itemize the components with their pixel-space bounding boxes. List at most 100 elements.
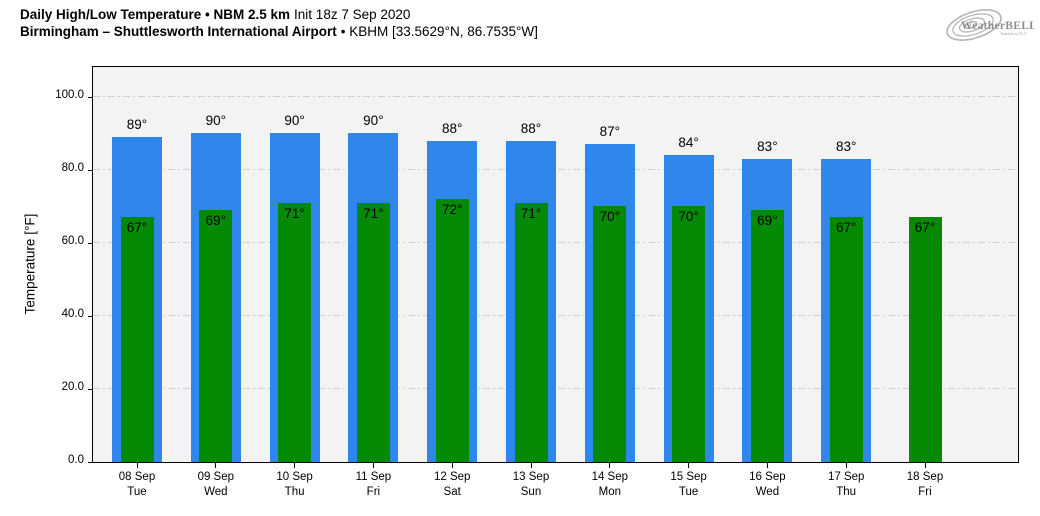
x-tick-day: Wed [755,486,780,498]
x-tick-mark [530,463,532,468]
low-value-label: 67° [126,220,148,236]
x-tick-date: 09 Sep [197,471,235,483]
x-tick-mark [136,463,138,468]
high-value-label: 90° [284,113,305,129]
x-tick-mark [688,463,690,468]
low-value-label: 70° [678,209,699,225]
y-tick-mark [88,169,93,171]
low-value-label: 71° [284,205,305,221]
low-value-label: 69° [205,213,226,229]
chart-title: Daily High/Low Temperature • NBM 2.5 km I… [20,7,538,24]
x-tick-label: 09 Sep Wed [171,470,261,500]
x-tick-day: Sun [520,486,542,498]
chart-subtitle-station: • KBHM [33.5629°N, 86.7535°W] [340,23,538,39]
high-value-label: 88° [520,120,542,136]
x-tick-label: 14 Sep Mon [565,470,655,500]
x-tick-day: Thu [836,486,857,498]
high-value-label: 83° [757,139,778,154]
x-tick-label: 18 Sep Fri [880,470,970,500]
x-tick-date: 10 Sep [276,471,313,483]
chart-header: Daily High/Low Temperature • NBM 2.5 km I… [20,7,538,40]
x-tick-date: 13 Sep [512,471,550,483]
x-tick-label: 12 Sep Sat [407,470,497,500]
chart-subtitle: Birmingham – Shuttlesworth International… [20,24,538,41]
y-tick-label: 0.0 [68,454,84,466]
y-tick-mark [88,315,93,317]
low-bar [593,206,627,462]
low-bar [435,199,469,462]
x-tick-day: Fri [366,486,381,498]
low-value-label: 72° [441,202,463,218]
x-tick-day: Thu [284,486,305,498]
x-tick-mark [766,463,768,468]
low-value-label: 71° [363,205,384,221]
x-tick-day: Wed [204,486,228,498]
low-value-label: 67° [914,220,936,236]
x-tick-date: 11 Sep [355,471,392,483]
weatherbell-logo: WeatherBELL Analytics LLC [946,9,1034,41]
x-tick-mark [294,463,296,468]
x-tick-date: 15 Sep [670,471,707,483]
chart-title-init: Init 18z 7 Sep 2020 [294,7,411,22]
low-bar [829,217,863,462]
low-bar [908,217,942,462]
x-tick-date: 08 Sep [118,471,156,483]
x-tick-mark [215,463,217,468]
logo-subtext: Analytics LLC [1000,31,1027,36]
high-value-label: 88° [441,120,463,136]
x-tick-label: 08 Sep Tue [92,470,182,500]
x-tick-day: Tue [127,486,147,498]
x-tick-mark [924,463,926,468]
y-tick-label: 100.0 [55,88,84,101]
high-value-label: 90° [363,113,384,129]
x-tick-mark [609,463,611,468]
y-tick-mark [88,96,93,98]
x-tick-label: 15 Sep Tue [644,470,734,500]
x-tick-mark [372,463,374,468]
x-tick-label: 10 Sep Thu [250,470,340,500]
high-value-label: 87° [599,124,620,140]
high-value-label: 84° [678,135,699,151]
high-value-label: 89° [126,117,148,133]
low-value-label: 69° [757,213,778,229]
y-tick-label: 20.0 [61,380,84,393]
low-bar [356,202,390,462]
x-tick-label: 11 Sep Fri [328,470,418,500]
x-tick-day: Tue [678,486,699,498]
x-tick-date: 12 Sep [433,471,471,483]
x-tick-day: Mon [598,486,621,498]
low-bar [514,202,548,462]
x-tick-date: 14 Sep [591,471,629,483]
x-tick-mark [451,463,453,468]
high-value-label: 90° [205,113,226,129]
y-axis-title: Temperature [°F] [22,213,38,315]
low-bar [672,206,706,462]
low-value-label: 70° [599,209,620,225]
x-tick-date: 18 Sep [906,471,944,483]
x-tick-day: Fri [918,486,932,498]
x-tick-label: 17 Sep Thu [801,470,891,500]
plot-area: 89° 67° 90° 69° 90° 71° 90° 71° 88° 72° 88° 71° 87° 7… [92,66,1019,463]
x-tick-day: Sat [443,486,461,498]
x-tick-date: 17 Sep [827,471,865,483]
x-tick-label: 13 Sep Sun [486,470,576,500]
y-tick-label: 80.0 [61,161,84,174]
x-tick-date: 16 Sep [749,471,786,483]
y-tick-label: 60.0 [61,234,84,247]
y-tick-mark [88,388,93,390]
y-tick-mark [88,242,93,244]
low-bar [750,210,784,462]
low-value-label: 71° [520,205,542,221]
chart-title-bold: Daily High/Low Temperature • NBM 2.5 km [20,7,291,22]
low-bar [278,202,312,462]
high-value-label: 83° [835,139,857,154]
x-tick-mark [845,463,847,468]
low-bar [120,217,154,462]
low-bar [199,210,233,462]
y-tick-mark [88,462,93,463]
y-tick-label: 40.0 [61,307,84,320]
low-value-label: 67° [835,220,857,236]
grid-line [93,96,1018,98]
chart-subtitle-bold: Birmingham – Shuttlesworth International… [20,23,337,39]
